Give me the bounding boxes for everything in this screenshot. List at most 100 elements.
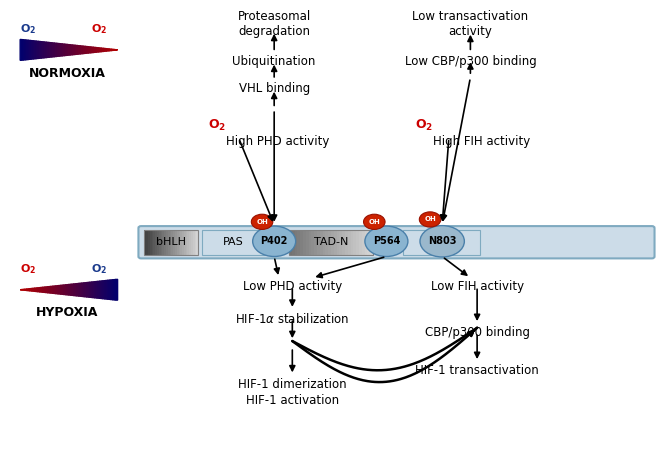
Text: Low CBP/p300 binding: Low CBP/p300 binding xyxy=(405,55,536,67)
Bar xyxy=(364,230,368,255)
Polygon shape xyxy=(111,49,113,50)
Polygon shape xyxy=(56,43,58,57)
Polygon shape xyxy=(35,288,36,292)
Bar xyxy=(353,230,356,255)
Polygon shape xyxy=(99,281,101,298)
FancyBboxPatch shape xyxy=(138,226,655,258)
Polygon shape xyxy=(77,284,79,296)
Polygon shape xyxy=(67,45,69,55)
Polygon shape xyxy=(20,39,22,60)
Polygon shape xyxy=(52,286,54,294)
Polygon shape xyxy=(40,287,41,292)
Polygon shape xyxy=(113,49,114,50)
Polygon shape xyxy=(40,41,41,58)
Polygon shape xyxy=(69,45,71,55)
Polygon shape xyxy=(87,47,89,53)
Polygon shape xyxy=(82,283,83,296)
Polygon shape xyxy=(101,281,103,299)
Polygon shape xyxy=(50,286,51,293)
Polygon shape xyxy=(24,40,25,60)
Polygon shape xyxy=(89,282,90,297)
Bar xyxy=(351,230,353,255)
Text: $\mathbf{O_2}$: $\mathbf{O_2}$ xyxy=(91,22,107,36)
Bar xyxy=(300,230,303,255)
Bar xyxy=(368,230,370,255)
Bar xyxy=(356,230,359,255)
Text: HIF-1 dimerization
HIF-1 activation: HIF-1 dimerization HIF-1 activation xyxy=(238,378,347,407)
Polygon shape xyxy=(35,41,36,59)
Bar xyxy=(166,230,168,255)
Text: P564: P564 xyxy=(373,236,400,247)
Polygon shape xyxy=(44,287,46,293)
Polygon shape xyxy=(98,281,99,298)
Polygon shape xyxy=(74,45,75,55)
Bar xyxy=(196,230,198,255)
Polygon shape xyxy=(46,42,48,57)
Polygon shape xyxy=(25,40,27,60)
Text: $\mathbf{O_2}$: $\mathbf{O_2}$ xyxy=(208,118,226,133)
Circle shape xyxy=(251,214,273,229)
Text: HIF-1 transactivation: HIF-1 transactivation xyxy=(415,364,539,377)
Polygon shape xyxy=(59,285,60,294)
Bar xyxy=(193,230,195,255)
Bar xyxy=(328,230,331,255)
Text: $\mathbf{O_2}$: $\mathbf{O_2}$ xyxy=(20,22,36,36)
Polygon shape xyxy=(90,47,91,53)
Bar xyxy=(403,230,480,255)
Bar xyxy=(292,230,294,255)
Polygon shape xyxy=(82,46,83,54)
Bar xyxy=(148,230,150,255)
Polygon shape xyxy=(106,280,108,299)
Polygon shape xyxy=(54,286,56,294)
Text: High PHD activity: High PHD activity xyxy=(226,135,330,148)
Polygon shape xyxy=(79,46,80,54)
Polygon shape xyxy=(22,39,24,60)
Polygon shape xyxy=(91,47,93,53)
Bar xyxy=(159,230,161,255)
Polygon shape xyxy=(36,41,38,58)
Polygon shape xyxy=(60,44,62,56)
Polygon shape xyxy=(98,48,99,52)
Polygon shape xyxy=(44,42,46,57)
Bar xyxy=(306,230,308,255)
Text: High FIH activity: High FIH activity xyxy=(433,135,531,148)
Text: $\mathbf{O_2}$: $\mathbf{O_2}$ xyxy=(415,118,433,133)
Polygon shape xyxy=(95,48,97,52)
Polygon shape xyxy=(105,281,106,299)
Bar xyxy=(152,230,153,255)
Polygon shape xyxy=(74,284,75,295)
Polygon shape xyxy=(72,284,74,295)
Polygon shape xyxy=(25,289,27,290)
Polygon shape xyxy=(66,285,67,295)
Bar xyxy=(163,230,164,255)
Polygon shape xyxy=(27,289,28,291)
Bar xyxy=(370,230,373,255)
Polygon shape xyxy=(113,280,114,300)
Polygon shape xyxy=(75,45,77,55)
Polygon shape xyxy=(85,47,87,53)
Polygon shape xyxy=(38,41,40,58)
Bar xyxy=(362,230,364,255)
Bar xyxy=(157,230,159,255)
Bar xyxy=(175,230,177,255)
Text: VHL binding: VHL binding xyxy=(239,82,310,95)
Bar xyxy=(331,230,334,255)
Bar xyxy=(177,230,179,255)
Polygon shape xyxy=(71,45,72,55)
Polygon shape xyxy=(97,281,98,298)
Bar xyxy=(185,230,187,255)
Polygon shape xyxy=(30,288,32,291)
Polygon shape xyxy=(38,288,40,292)
Polygon shape xyxy=(90,282,91,297)
Polygon shape xyxy=(108,49,110,51)
Polygon shape xyxy=(36,288,38,292)
Polygon shape xyxy=(60,285,62,294)
Bar xyxy=(348,230,351,255)
Bar xyxy=(303,230,306,255)
Text: bHLH: bHLH xyxy=(157,237,186,247)
Text: Ubiquitination: Ubiquitination xyxy=(233,55,316,67)
Text: NORMOXIA: NORMOXIA xyxy=(29,67,106,80)
Polygon shape xyxy=(69,285,71,295)
Polygon shape xyxy=(83,283,85,297)
Polygon shape xyxy=(116,279,118,300)
